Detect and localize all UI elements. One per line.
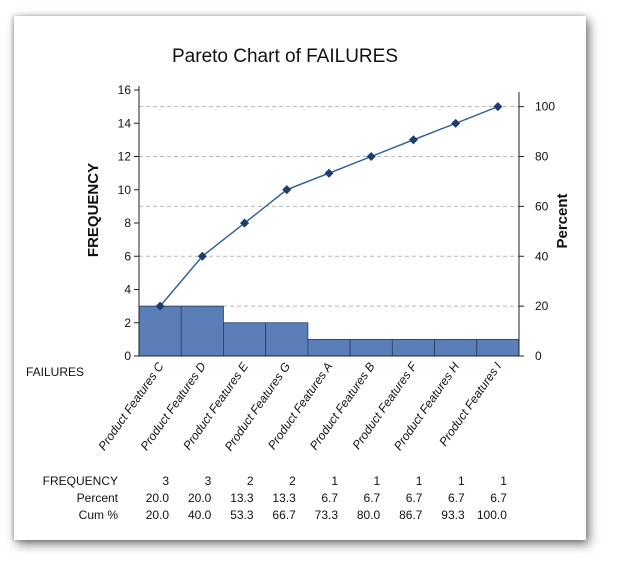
y2-tick-label: 60 [535,199,549,213]
bar [138,305,182,357]
table-cell: 1 [416,474,423,488]
cumulative-point [155,301,165,311]
table-cell: 20.0 [146,508,170,522]
cumulative-point [408,135,418,145]
bar [391,338,435,357]
table-cell: 1 [500,474,507,488]
bar [180,305,224,357]
bar [434,338,478,357]
y2-tick-label: 20 [535,299,549,313]
y-tick-label: 14 [118,116,132,130]
bar [349,338,393,357]
table-cell: 6.7 [406,491,423,505]
y-tick-label: 10 [118,183,132,197]
y-tick-label: 0 [124,349,131,363]
y2-tick-label: 0 [535,349,542,363]
cumulative-point [282,185,292,195]
y-tick-label: 4 [124,283,131,297]
y-tick-label: 6 [124,249,131,263]
y2-tick-label: 40 [535,249,549,263]
y-tick-label: 16 [118,83,132,97]
table-cell: 13.3 [230,491,254,505]
y-tick-label: 12 [118,150,132,164]
table-cell: 93.3 [441,508,465,522]
table-cell: 1 [374,474,381,488]
table-cell: 6.7 [321,491,338,505]
table-cell: 40.0 [188,508,212,522]
table-cell: 66.7 [272,508,296,522]
table-cell: 53.3 [230,508,254,522]
table-cell: 80.0 [357,508,381,522]
y-tick-label: 2 [124,316,131,330]
y-tick-label: 8 [124,216,131,230]
table-cell: 100.0 [477,508,507,522]
bar [265,322,309,357]
table-cell: 86.7 [399,508,423,522]
cumulative-point [493,102,503,112]
table-cell: 6.7 [490,491,507,505]
table-row-label: FREQUENCY [43,474,118,488]
table-cell: 3 [205,474,212,488]
table-row-label: Cum % [79,508,119,522]
table-cell: 2 [247,474,254,488]
y2-tick-label: 100 [535,100,555,114]
y-axis-title: FREQUENCY [85,163,102,257]
cumulative-point [451,118,461,128]
table-cell: 3 [162,474,169,488]
bar [307,338,351,357]
table-row-label: Percent [77,491,119,505]
table-cell: 20.0 [146,491,170,505]
cumulative-point [240,218,250,228]
bar [223,322,267,357]
chart-frame [14,16,586,540]
table-cell: 73.3 [315,508,339,522]
bar [476,338,520,357]
table-cell: 20.0 [188,491,212,505]
y2-tick-label: 80 [535,150,549,164]
table-cell: 6.7 [364,491,381,505]
table-cell: 6.7 [448,491,465,505]
table-cell: 1 [458,474,465,488]
cumulative-point [366,151,376,162]
table-cell: 1 [331,474,338,488]
table-cell: 2 [289,474,296,488]
table-cell: 13.3 [272,491,296,505]
y2-axis-title: Percent [554,193,571,248]
cumulative-point [324,168,334,178]
chart-title: Pareto Chart of FAILURES [172,46,398,67]
x-axis-title: FAILURES [26,365,84,379]
